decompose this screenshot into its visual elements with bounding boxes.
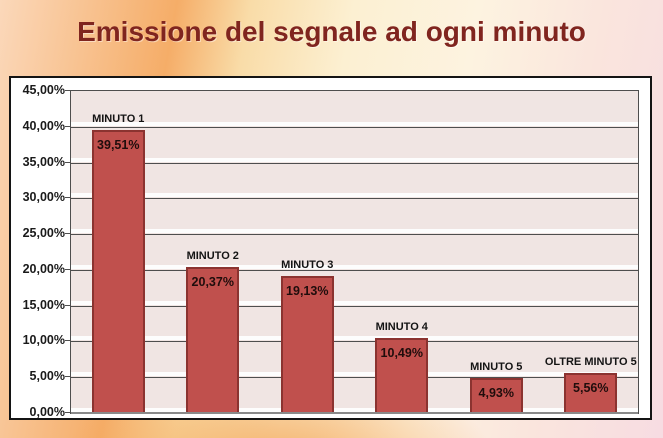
bar-category-label: MINUTO 5 (470, 360, 523, 373)
gridline-shadow (71, 264, 638, 269)
gridline-shadow (71, 229, 638, 234)
bar-value-label: 20,37% (191, 275, 234, 290)
bar-minuto-5: 4,93% (469, 377, 523, 413)
y-axis-label: 25,00% (22, 226, 65, 241)
y-axis-label: 30,00% (22, 190, 65, 205)
bar-value-label: 39,51% (97, 138, 140, 153)
y-axis-tick (65, 233, 70, 235)
y-axis-label: 15,00% (22, 297, 65, 312)
y-axis-tick (65, 268, 70, 270)
gridline-shadow (71, 408, 638, 412)
gridline (71, 305, 638, 307)
y-axis-tick (65, 376, 70, 378)
y-axis-label: 20,00% (22, 261, 65, 276)
gridline (71, 198, 638, 200)
y-axis-tick (65, 412, 70, 413)
bar-chart: 45,00% 40,00% 35,00% 30,00% 25,00% 20,00% 15,0… (9, 76, 652, 420)
y-axis-tick (65, 125, 70, 127)
bar-value-label: 5,56% (573, 381, 609, 396)
y-axis-label: 10,00% (22, 333, 65, 348)
y-axis-tick (65, 90, 70, 91)
y-axis-label: 45,00% (22, 83, 65, 97)
gridline-shadow (71, 372, 638, 377)
y-axis-tick (65, 197, 70, 199)
gridline (71, 377, 638, 379)
y-axis-label: 5,00% (29, 369, 65, 384)
gridline-shadow (71, 121, 638, 126)
bar-value-label: 10,49% (380, 345, 423, 360)
gridline-shadow (71, 157, 638, 162)
bar-category-label: MINUTO 1 (92, 113, 145, 126)
gridline-shadow (71, 336, 638, 341)
gridline (71, 162, 638, 164)
plot-area: 39,51% MINUTO 1 20,37% MINUTO 2 19,13% MINUTO… (70, 90, 639, 414)
gridline (71, 126, 638, 128)
bar-value-label: 4,93% (478, 385, 514, 400)
bar-minuto-3: 19,13% (280, 276, 334, 413)
y-axis-tick (65, 304, 70, 306)
y-axis-tick (65, 161, 70, 163)
gridline-shadow (71, 193, 638, 198)
bar-minuto-2: 20,37% (186, 267, 240, 413)
bar-category-label: MINUTO 4 (375, 320, 428, 333)
bar-category-label: OLTRE MINUTO 5 (544, 356, 637, 369)
gridline-shadow (71, 300, 638, 305)
y-axis-label: 40,00% (22, 118, 65, 133)
x-axis-baseline (71, 412, 638, 414)
bar-minuto-4: 10,49% (375, 337, 429, 413)
bar-category-label: MINUTO 3 (281, 259, 334, 272)
bar-oltre-minuto-5: 5,56% (564, 373, 618, 413)
y-axis-tick (65, 340, 70, 342)
bar-minuto-1: 39,51% (91, 130, 145, 413)
page-title: Emissione del segnale ad ogni minuto (77, 16, 586, 47)
y-axis-label: 35,00% (22, 154, 65, 169)
gridline (71, 234, 638, 236)
gridline (71, 269, 638, 271)
gridline (71, 341, 638, 343)
y-axis-label: 0,00% (29, 405, 65, 419)
bar-value-label: 19,13% (286, 284, 329, 299)
bar-category-label: MINUTO 2 (186, 250, 239, 263)
